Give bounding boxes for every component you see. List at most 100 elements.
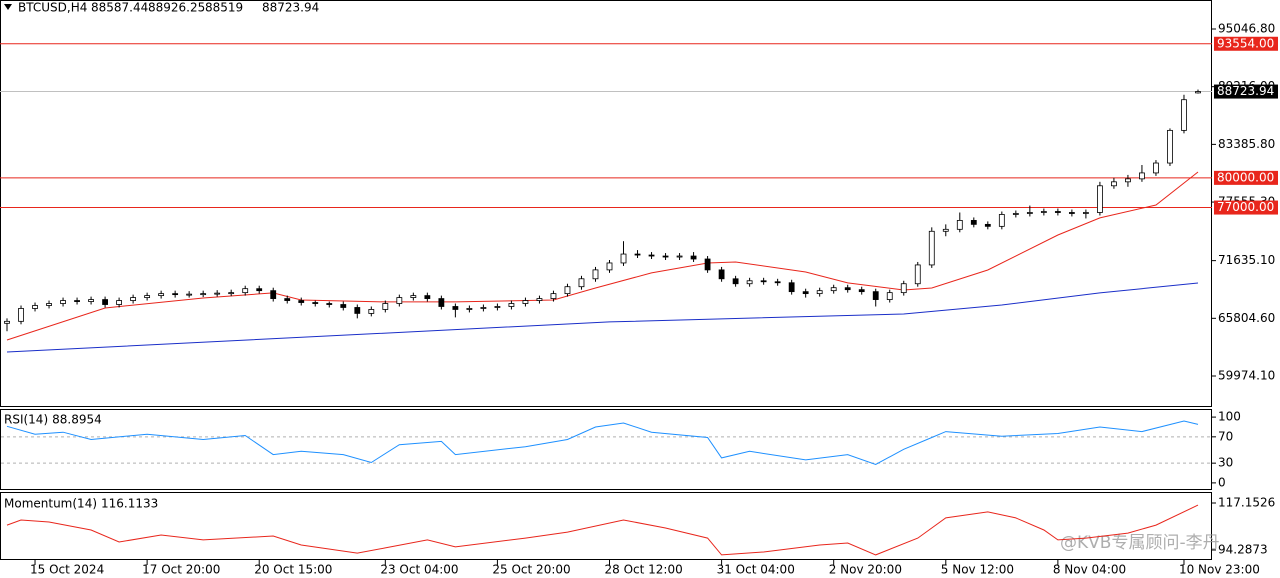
level-label: 93554.00 (1217, 36, 1274, 50)
candle-body (214, 292, 221, 295)
momentum-panel-frame (0, 492, 1212, 560)
candle-body (970, 220, 977, 225)
candle-body (592, 269, 599, 280)
candle-body (172, 293, 179, 296)
candle-body (130, 297, 137, 301)
candle-body (270, 290, 277, 299)
candle-body (1068, 212, 1075, 214)
candle-body (872, 291, 879, 300)
candle-body (732, 278, 739, 285)
x-tick-label: 28 Oct 12:00 (605, 563, 683, 577)
candle-body (606, 262, 613, 271)
candle-body (788, 282, 795, 293)
candle-body (326, 303, 333, 305)
x-tick-label: 2 Nov 20:00 (829, 563, 902, 577)
y-tick-label: 65804.60 (1218, 311, 1275, 325)
candle-body (452, 306, 459, 310)
ohlc-value: 88519 (205, 1, 243, 15)
candle-body (284, 298, 291, 301)
candle-body (144, 295, 151, 298)
candle-body (158, 293, 165, 297)
y-tick-label: 100 (1218, 410, 1241, 424)
candle-body (718, 269, 725, 280)
candle-body (900, 283, 907, 294)
candle-body (74, 300, 80, 302)
candle-body (368, 309, 375, 314)
candle-body (480, 307, 487, 309)
y-tick-label: 0 (1218, 475, 1226, 489)
candle-body (1026, 212, 1033, 214)
candle-body (32, 305, 38, 309)
y-tick-label: 70 (1218, 429, 1233, 443)
x-tick-label: 17 Oct 20:00 (142, 563, 220, 577)
x-tick-label: 8 Nov 04:00 (1053, 563, 1126, 577)
symbol: BTCUSD,H4 (18, 1, 87, 15)
y-tick-label: 30 (1218, 456, 1233, 470)
candle-body (1153, 162, 1159, 174)
candle-body (1097, 185, 1103, 213)
rsi-panel-frame (0, 409, 1212, 490)
candle-body (844, 287, 851, 291)
candle-body (186, 293, 193, 296)
indicator-title: Momentum(14) (4, 497, 97, 511)
candle-body (46, 303, 52, 306)
candle-body (410, 295, 417, 298)
indicator-line (6, 171, 1199, 341)
candle-body (648, 254, 655, 257)
x-tick-label: 10 Nov 23:00 (1179, 563, 1260, 577)
candle-body (1111, 181, 1117, 187)
candle-body (4, 320, 10, 324)
level-label-box (1214, 170, 1278, 185)
indicator-value: 88.8954 (52, 413, 102, 427)
candle-body (564, 286, 571, 295)
candle-body (1125, 178, 1131, 183)
y-tick-label: 71635.10 (1218, 253, 1275, 267)
ohlc-value: 88926.25 (148, 1, 205, 15)
candle-body (424, 295, 431, 299)
candle-body (1012, 213, 1019, 215)
candle-body (858, 289, 865, 293)
indicator-value: 116.1133 (101, 497, 158, 511)
candle-body (18, 308, 24, 322)
y-tick-label: 83385.80 (1218, 137, 1275, 151)
candle-body (662, 255, 669, 258)
candle-body (886, 292, 893, 300)
candle-body (984, 223, 991, 227)
candle-body (676, 255, 683, 258)
candle-body (466, 308, 473, 310)
ohlc-value: 88587.44 (91, 1, 148, 15)
candle-body (536, 298, 543, 301)
candle-body (522, 300, 529, 304)
candle-body (102, 299, 108, 305)
candle-body (1040, 211, 1047, 213)
indicator-line (6, 420, 1199, 466)
candle-body (620, 253, 627, 264)
candle-body (1054, 211, 1061, 213)
candle-body (256, 288, 263, 292)
level-label-box (1214, 36, 1278, 51)
candle-body (1181, 99, 1187, 131)
candle-body (550, 293, 557, 299)
candle-body (88, 299, 94, 302)
candle-body (830, 287, 837, 292)
candle-body (298, 300, 305, 303)
candle-body (942, 228, 949, 232)
y-tick-label: 59974.10 (1218, 369, 1275, 383)
candle-body (1139, 172, 1145, 180)
x-tick-label: 15 Oct 2024 (30, 563, 104, 577)
candle-body (228, 292, 235, 295)
candle-body (928, 230, 935, 266)
level-label: 80000.00 (1217, 170, 1274, 184)
level-label-box (1214, 200, 1278, 215)
candle-body (340, 304, 347, 308)
symbol-menu-arrow[interactable] (4, 4, 12, 10)
candle-body (634, 253, 641, 256)
candle-body (578, 278, 585, 288)
candle-body (914, 264, 921, 285)
candle-body (396, 297, 403, 304)
x-tick-label: 25 Oct 20:00 (492, 563, 570, 577)
ohlc-value: 88723.94 (262, 1, 319, 15)
x-tick-label: 5 Nov 12:00 (941, 563, 1014, 577)
candle-body (816, 290, 823, 295)
candle-body (746, 280, 753, 285)
